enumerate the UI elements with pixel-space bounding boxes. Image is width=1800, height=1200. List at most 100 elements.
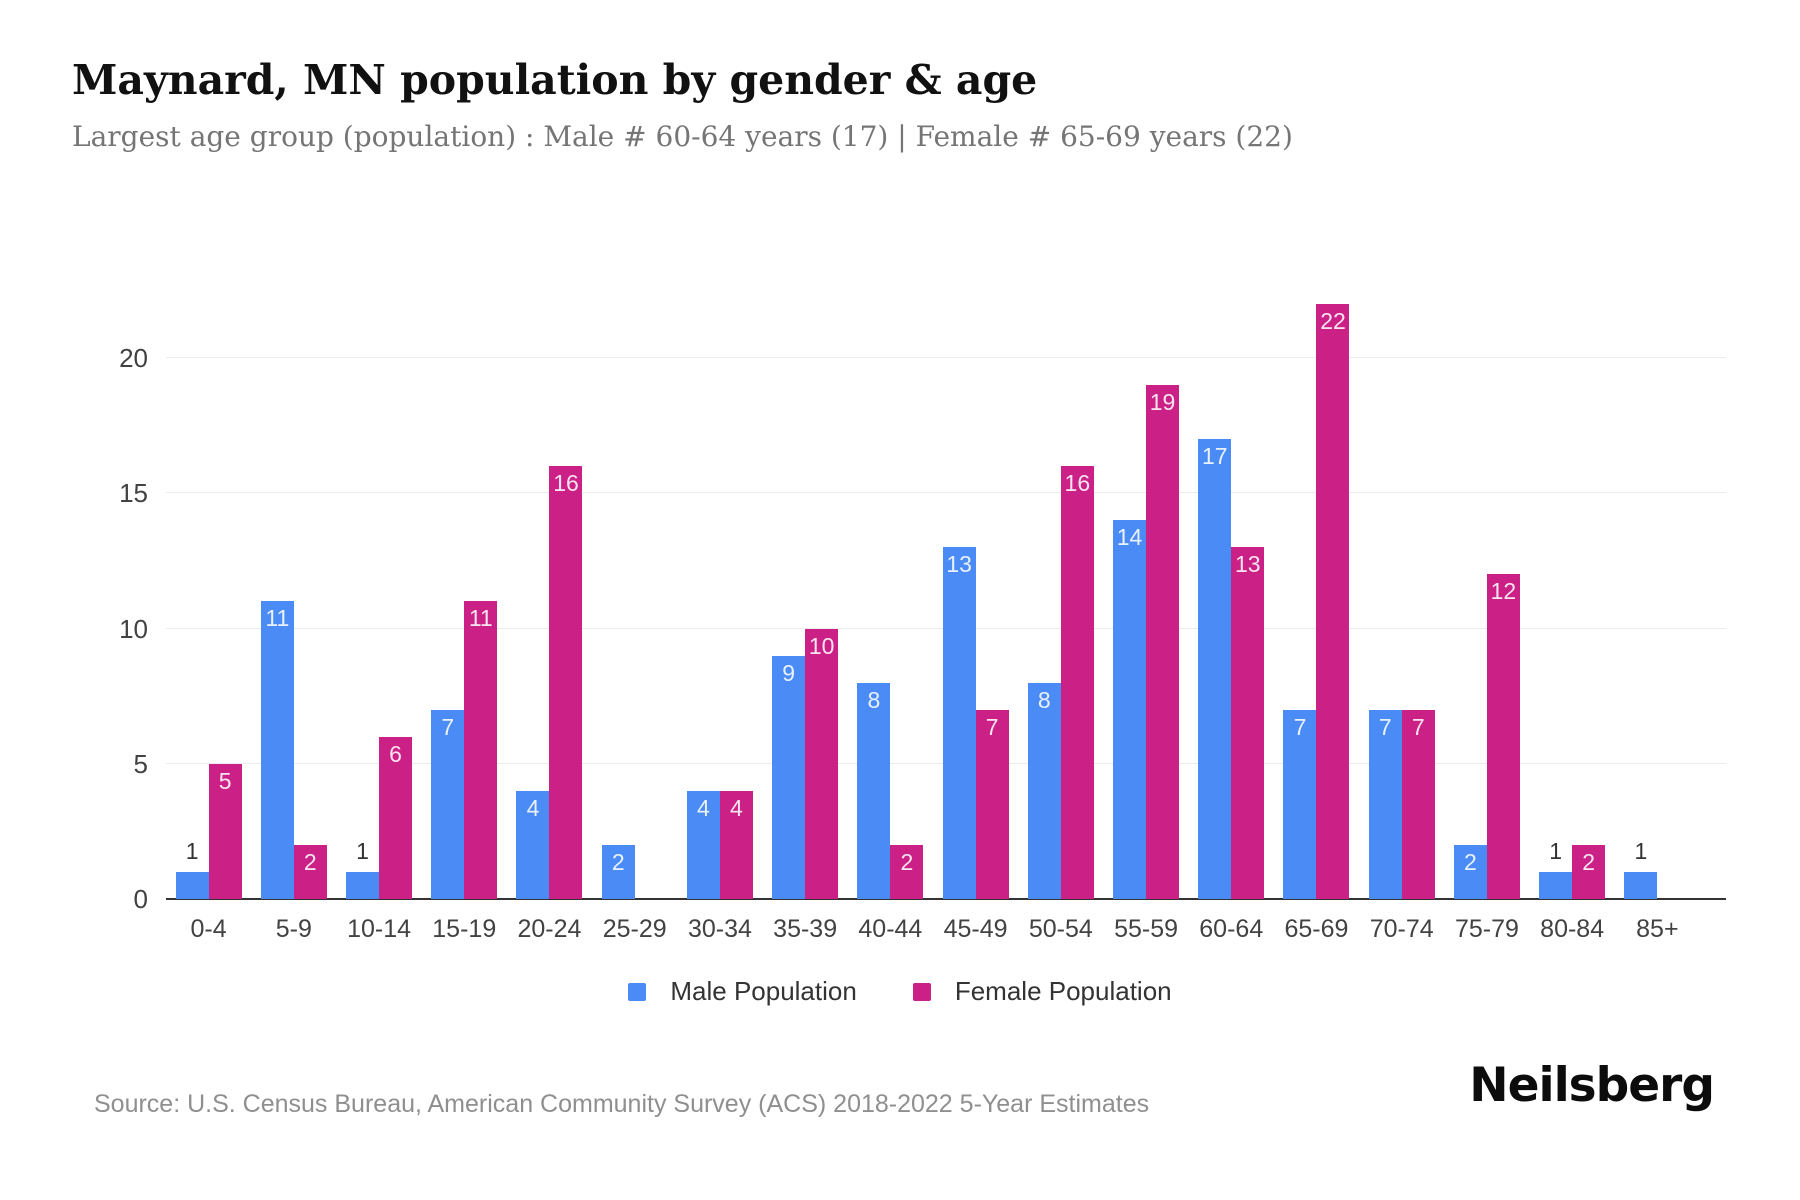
bar-group-30-34: 4 4 30-34 — [677, 239, 762, 943]
bar-value-label: 2 — [611, 848, 625, 875]
male-bar-20-24: 4 — [516, 790, 550, 899]
bar-value-label: 13 — [946, 551, 972, 578]
bar-value-label: 4 — [697, 794, 710, 821]
female-bar-40-44: 2 — [890, 844, 924, 899]
bar-value-label: 8 — [867, 686, 881, 713]
female-bar-70-74: 7 — [1401, 709, 1435, 899]
bar-value-label: 7 — [1293, 713, 1307, 740]
bar-group-60-64: 17 13 60-64 — [1189, 239, 1274, 943]
bar-group-10-14: 1 6 10-14 — [336, 239, 421, 943]
x-axis-label-50-54: 50-54 — [1028, 915, 1093, 943]
bar-value-label: 1 — [1634, 837, 1648, 864]
bar-group-0-4: 1 5 0-4 — [166, 239, 251, 943]
female-bar-75-79: 12 — [1486, 574, 1520, 899]
bar-value-label: 9 — [782, 659, 796, 686]
bar-group-35-39: 9 10 35-39 — [763, 239, 848, 943]
x-axis-label-70-74: 70-74 — [1369, 915, 1434, 943]
male-bar-10-14: 1 — [346, 838, 380, 899]
male-legend-swatch-icon — [628, 982, 647, 1001]
bar-value-label: 16 — [553, 470, 579, 497]
female-bar-35-39: 10 — [805, 628, 839, 899]
female-bar-80-84: 2 — [1572, 844, 1606, 899]
bar-value-label: 10 — [808, 632, 835, 659]
bar-value-label: 7 — [1411, 713, 1425, 740]
bar-value-label: 11 — [468, 605, 493, 632]
x-axis-label-75-79: 75-79 — [1454, 915, 1519, 943]
bar-value-label: 1 — [356, 837, 369, 864]
bar-group-20-24: 4 16 20-24 — [507, 239, 592, 943]
x-axis-label-25-29: 25-29 — [602, 915, 667, 943]
bar-value-label: 17 — [1201, 443, 1228, 470]
female-bar-45-49: 7 — [975, 709, 1009, 899]
bar-value-label: 6 — [389, 740, 402, 767]
bar-group-25-29: 2 25-29 — [592, 239, 677, 943]
x-axis-line — [166, 898, 1726, 900]
x-axis-label-40-44: 40-44 — [858, 915, 923, 943]
bar-value-label: 5 — [218, 767, 232, 794]
bar-value-label: 12 — [1490, 578, 1517, 605]
male-bar-70-74: 7 — [1368, 709, 1402, 899]
male-bar-35-39: 9 — [772, 655, 806, 899]
bar-value-label: 14 — [1116, 524, 1143, 551]
gridline-y-20 — [166, 357, 1726, 359]
bar-value-label: 1 — [185, 837, 199, 864]
bar-value-label: 16 — [1064, 470, 1091, 497]
male-bar-65-69: 7 — [1283, 709, 1317, 899]
male-bar-50-54: 8 — [1027, 682, 1061, 899]
bar-value-label: 7 — [985, 713, 999, 740]
x-axis-label-85+: 85+ — [1636, 915, 1679, 943]
bar-value-label: 7 — [441, 713, 455, 740]
bar-value-label: 19 — [1149, 389, 1176, 416]
bar-group-50-54: 8 16 50-54 — [1018, 239, 1103, 943]
male-bar-75-79: 2 — [1453, 844, 1487, 899]
male-bar-25-29: 2 — [601, 844, 635, 899]
bar-value-label: 22 — [1320, 307, 1346, 334]
female-bar-55-59: 19 — [1146, 385, 1180, 899]
female-legend-swatch-icon — [912, 982, 931, 1001]
bar-value-label: 1 — [1549, 837, 1563, 864]
page-title: Maynard, MN population by gender & age — [72, 56, 1038, 104]
legend-label-female: Female Population — [954, 976, 1172, 1006]
female-bar-5-9: 2 — [293, 844, 327, 899]
chart-legend: Male Population Female Population — [0, 976, 1800, 1007]
legend-label-male: Male Population — [670, 976, 857, 1006]
bar-group-70-74: 7 7 70-74 — [1359, 239, 1444, 943]
brand-logo: Neilsberg — [1469, 1058, 1715, 1113]
bar-group-40-44: 8 2 40-44 — [848, 239, 933, 943]
y-axis-tick-label: 10 — [119, 613, 148, 644]
x-axis-label-45-49: 45-49 — [943, 915, 1008, 943]
female-bar-50-54: 16 — [1060, 466, 1094, 899]
legend-item-female: Female Population — [912, 976, 1172, 1007]
bar-chart-plot-area: 0 5 10 15 20 1 5 0-4 11 2 5-9 1 6 10-14 7 11 15-19 4 16 20-… — [119, 239, 1726, 943]
male-bar-55-59: 14 — [1113, 520, 1147, 899]
x-axis-label-60-64: 60-64 — [1199, 915, 1264, 943]
page-subtitle: Largest age group (population) : Male # … — [72, 120, 1293, 153]
source-note: Source: U.S. Census Bureau, American Com… — [94, 1090, 1150, 1118]
x-axis-label-0-4: 0-4 — [190, 915, 227, 943]
bar-value-label: 4 — [730, 794, 743, 821]
bar-group-80-84: 1 2 80-84 — [1530, 239, 1615, 943]
male-bar-80-84: 1 — [1539, 838, 1573, 899]
x-axis-label-35-39: 35-39 — [773, 915, 838, 943]
x-axis-label-20-24: 20-24 — [517, 915, 582, 943]
y-axis-tick-label: 5 — [133, 748, 148, 779]
female-bar-0-4: 5 — [208, 763, 242, 899]
female-bar-10-14: 6 — [379, 736, 413, 899]
x-axis-label-10-14: 10-14 — [347, 915, 412, 943]
bar-group-85+: 1 85+ — [1615, 239, 1700, 943]
male-bar-30-34: 4 — [686, 790, 720, 899]
female-bar-65-69: 22 — [1316, 303, 1350, 899]
female-bar-60-64: 13 — [1231, 547, 1265, 899]
bar-group-15-19: 7 11 15-19 — [422, 239, 507, 943]
male-bar-15-19: 7 — [431, 709, 465, 899]
bar-group-55-59: 14 19 55-59 — [1103, 239, 1188, 943]
female-bar-20-24: 16 — [549, 466, 583, 899]
bar-value-label: 2 — [1582, 848, 1596, 875]
bar-value-label: 11 — [265, 605, 290, 632]
male-bar-40-44: 8 — [857, 682, 891, 899]
legend-item-male: Male Population — [628, 976, 857, 1007]
x-axis-label-80-84: 80-84 — [1540, 915, 1605, 943]
y-axis-tick-label: 0 — [133, 884, 148, 914]
bar-value-label: 8 — [1037, 686, 1051, 713]
bar-value-label: 7 — [1378, 713, 1392, 740]
